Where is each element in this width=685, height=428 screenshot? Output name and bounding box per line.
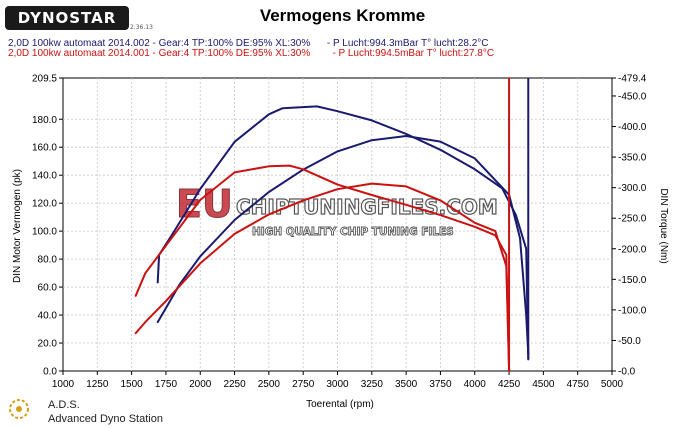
y-right-tick-label: -300.0 xyxy=(618,183,647,194)
x-tick-label: 4250 xyxy=(498,379,521,390)
dynostar-logo: DYNOSTAR xyxy=(5,6,129,30)
y-right-tick-label: -200.0 xyxy=(618,244,647,255)
y-right-tick-label: -50.0 xyxy=(618,336,641,347)
series-group xyxy=(134,78,530,372)
y-ticks-left: 0.0 20.0 40.0 60.0 80.0 100.0 120.0 140.0 160.0 1… xyxy=(32,74,63,378)
y-axis-label-left: DIN Motor Vermogen (pk) xyxy=(12,169,23,283)
run-label-2: 2,0D 100kw automaat 2014.001 - Gear:4 TP… xyxy=(8,48,495,59)
y-right-tick-label: -0.0 xyxy=(618,367,636,378)
x-tick-label: 1750 xyxy=(155,379,178,390)
series-line-3 xyxy=(134,182,511,372)
watermark: EU CHIPTUNINGFILES.COM HIGH QUALITY CHIP… xyxy=(176,182,499,239)
x-tick-label: 4000 xyxy=(464,379,487,390)
y-right-tick-label: -350.0 xyxy=(618,153,647,164)
series-line-4 xyxy=(134,164,511,372)
watermark-brand-site: CHIPTUNINGFILES.COM xyxy=(236,195,498,219)
ads-full-name: Advanced Dyno Station xyxy=(48,413,163,425)
logo-text: DYNOSTAR xyxy=(17,9,117,27)
y-ticks-right: -0.0 -50.0 -100.0 -150.0 -200.0 -250.0 -300.0 -… xyxy=(612,74,647,378)
y-right-tick-label: -400.0 xyxy=(618,122,647,133)
logo-version: 2.36.13 xyxy=(130,24,153,31)
ads-logo-icon xyxy=(9,399,29,419)
y-left-tick-label: 40.0 xyxy=(38,311,58,322)
y-left-tick-label: 20.0 xyxy=(38,339,58,350)
x-axis-label: Toerental (rpm) xyxy=(306,399,374,410)
run-label-1: 2,0D 100kw automaat 2014.002 - Gear:4 TP… xyxy=(8,38,489,49)
x-tick-label: 1000 xyxy=(52,379,75,390)
x-ticks: 1000 1250 1500 1750 2000 2250 2500 2750 3000 3250… xyxy=(52,371,624,390)
y-right-tick-label: -250.0 xyxy=(618,214,647,225)
x-tick-label: 2750 xyxy=(292,379,315,390)
series-line-1 xyxy=(156,135,530,356)
y-left-tick-label: 140.0 xyxy=(32,171,57,182)
y-right-tick-label: -100.0 xyxy=(618,305,647,316)
x-tick-label: 2000 xyxy=(189,379,212,390)
y-right-tick-label: -150.0 xyxy=(618,275,647,286)
x-tick-label: 3750 xyxy=(429,379,452,390)
x-tick-label: 5000 xyxy=(601,379,624,390)
y-left-tick-label: 120.0 xyxy=(32,199,57,210)
x-tick-label: 3000 xyxy=(326,379,349,390)
x-tick-label: 4500 xyxy=(532,379,555,390)
y-axis-label-right: DIN Torque (Nm) xyxy=(658,188,669,263)
y-left-tick-label: 180.0 xyxy=(32,115,57,126)
x-tick-label: 3500 xyxy=(395,379,418,390)
series-line-2 xyxy=(156,105,530,361)
y-left-tick-label: 209.5 xyxy=(32,74,57,85)
x-tick-label: 2250 xyxy=(223,379,246,390)
y-right-tick-label: -450.0 xyxy=(618,91,647,102)
x-tick-label: 4750 xyxy=(567,379,590,390)
ads-name: A.D.S. xyxy=(48,399,80,411)
x-tick-label: 1500 xyxy=(121,379,144,390)
x-tick-label: 2500 xyxy=(258,379,281,390)
y-left-tick-label: 100.0 xyxy=(32,227,57,238)
y-left-tick-label: 60.0 xyxy=(38,283,58,294)
y-left-tick-label: 0.0 xyxy=(43,367,57,378)
y-right-tick-label: -479.4 xyxy=(618,74,647,85)
x-tick-label: 1250 xyxy=(86,379,109,390)
watermark-tagline: HIGH QUALITY CHIP TUNING FILES xyxy=(252,226,454,238)
y-left-tick-label: 160.0 xyxy=(32,143,57,154)
chart-title: Vermogens Kromme xyxy=(259,6,426,25)
y-left-tick-label: 80.0 xyxy=(38,255,58,266)
x-tick-label: 3250 xyxy=(361,379,384,390)
